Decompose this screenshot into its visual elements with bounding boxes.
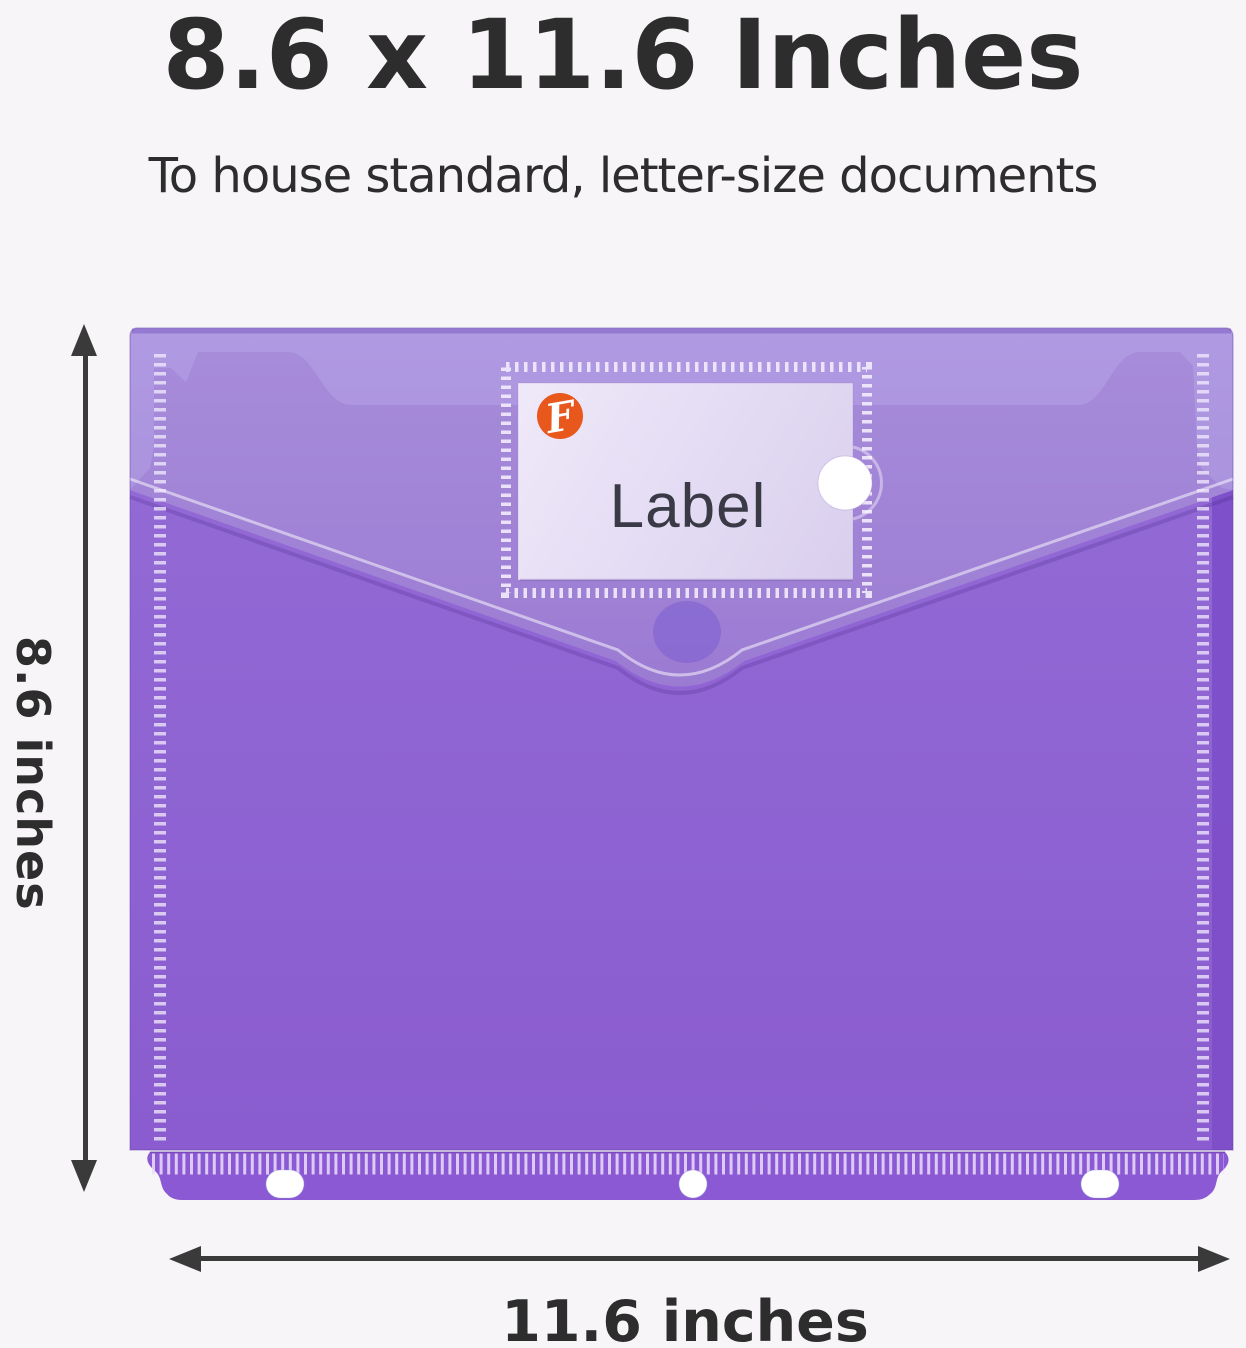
brand-logo-icon [537,393,583,439]
envelope-outline [129,327,1234,1151]
height-arrow-down-icon [71,1160,97,1192]
height-arrow-shaft [83,350,88,1166]
label-stitch-border [501,362,872,598]
snap-button [653,601,721,663]
width-arrow-shaft [198,1256,1200,1261]
fold-shadow [129,495,1234,695]
label-text: Label [610,472,767,541]
binder-hole [265,1169,305,1199]
thumb-notch [817,455,873,511]
envelope-right-edge [1212,470,1233,1150]
height-arrow-up-icon [71,324,97,356]
width-dimension-label: 11.6 inches [501,1289,869,1348]
binder-hole [1080,1169,1120,1199]
headline: 8.6 x 11.6 Inches [162,0,1084,111]
subheadline: To house standard, letter-size documents [148,148,1099,204]
width-arrow-left-icon [169,1246,201,1272]
width-arrow-right-icon [1198,1246,1230,1272]
binder-hole [678,1169,708,1199]
height-dimension-label: 8.6 inches [6,636,60,911]
fold-highlight [129,477,1234,677]
thumb-notch-arc [852,445,883,521]
